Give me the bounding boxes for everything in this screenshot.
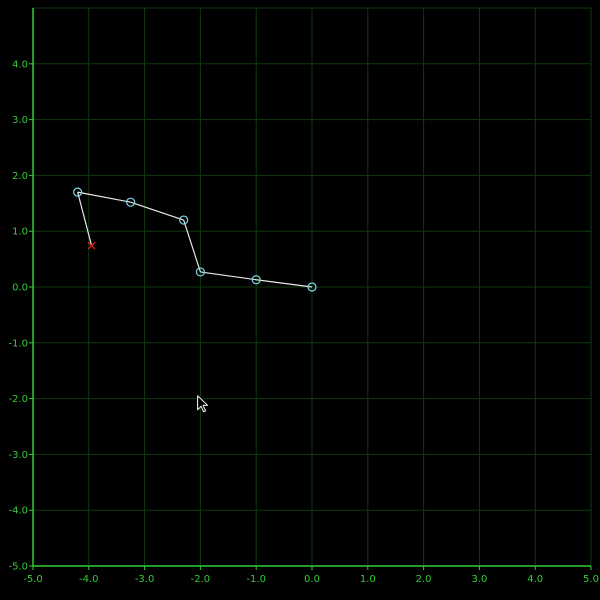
y-tick-label: -3.0 (8, 450, 28, 461)
arm-end-segment (77, 191, 93, 246)
arm-segment (77, 191, 131, 203)
circle-icon[interactable] (195, 267, 205, 277)
joint-markers (73, 187, 317, 292)
x-tick-label: 3.0 (471, 574, 487, 585)
arm-segment (183, 219, 201, 273)
circle-icon[interactable] (251, 275, 261, 285)
tick-labels: -5.0 -4.0 -3.0 -2.0 -1.0 0.0 1.0 2.0 3.0 4.0 5.0 -5… (8, 59, 598, 585)
arm-segment (200, 271, 257, 281)
circle-icon[interactable] (73, 187, 83, 197)
y-tick-label: -1.0 (8, 338, 28, 349)
x-tick-label: 0.0 (304, 574, 320, 585)
x-tick-label: 5.0 (583, 574, 599, 585)
mouse-pointer-icon (197, 395, 209, 413)
target-stroke-b (87, 241, 96, 250)
y-tick-label: -4.0 (8, 506, 28, 517)
y-tick-label: -5.0 (8, 562, 28, 573)
y-tick-label: 4.0 (12, 59, 28, 70)
circle-icon[interactable] (307, 282, 317, 292)
x-tick-label: -5.0 (23, 574, 43, 585)
x-tick-label: -3.0 (135, 574, 155, 585)
target-marker (87, 241, 96, 250)
arm-segment (130, 201, 184, 221)
y-tick-label: -2.0 (8, 394, 28, 405)
arm-segment (256, 279, 313, 288)
x-tick-label: 2.0 (416, 574, 432, 585)
mouse-cursor (197, 395, 209, 413)
y-tick-label: 2.0 (12, 171, 28, 182)
x-tick-label: -2.0 (191, 574, 211, 585)
x-tick-label: 1.0 (360, 574, 376, 585)
y-tick-label: 1.0 (12, 227, 28, 238)
y-tick-label: 0.0 (12, 283, 28, 294)
circle-icon[interactable] (179, 215, 189, 225)
x-tick-label: -4.0 (79, 574, 99, 585)
x-tick-label: -1.0 (246, 574, 266, 585)
x-mark-icon (87, 241, 96, 250)
x-tick-label: 4.0 (527, 574, 543, 585)
arm-series (77, 191, 313, 288)
y-tick-label: 3.0 (12, 115, 28, 126)
circle-icon[interactable] (126, 197, 136, 207)
